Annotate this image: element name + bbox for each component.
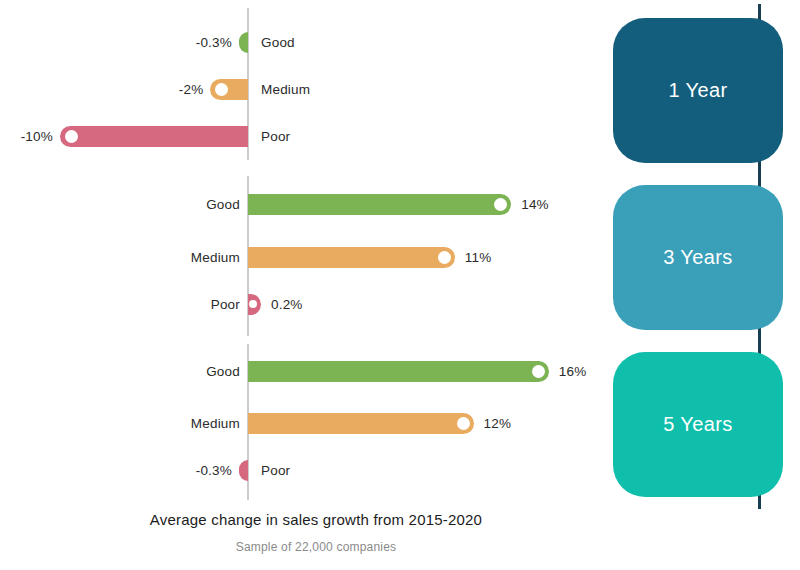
- bar-end-dot: [249, 300, 257, 308]
- group-panel-3-years: 3 Years: [613, 185, 783, 330]
- bar-poor: [248, 294, 261, 315]
- bar-end-dot: [65, 130, 78, 143]
- category-label-poor: Poor: [211, 294, 240, 315]
- value-label: -0.3%: [196, 32, 232, 53]
- value-label: 0.2%: [271, 294, 303, 315]
- group-panel-1-year: 1 Year: [613, 18, 783, 163]
- bar-poor: [239, 460, 248, 481]
- chart-title: Average change in sales growth from 2015…: [0, 511, 632, 528]
- chart-subtitle: Sample of 22,000 companies: [0, 540, 632, 554]
- bar-end-dot: [532, 365, 545, 378]
- category-label-medium: Medium: [191, 413, 240, 434]
- category-label-poor: Poor: [261, 126, 290, 147]
- value-label: 14%: [521, 194, 549, 215]
- bar-good: [248, 361, 549, 382]
- category-label-medium: Medium: [261, 79, 310, 100]
- group-panel-5-years: 5 Years: [613, 352, 783, 497]
- group-panel-label: 1 Year: [668, 79, 727, 102]
- category-label-medium: Medium: [191, 247, 240, 268]
- value-label: 16%: [559, 361, 587, 382]
- value-label: -0.3%: [196, 460, 232, 481]
- bar-end-dot: [215, 83, 228, 96]
- bar-medium: [210, 79, 248, 100]
- category-label-good: Good: [206, 194, 240, 215]
- bar-medium: [248, 247, 455, 268]
- value-label: -2%: [179, 79, 204, 100]
- value-label: 12%: [484, 413, 512, 434]
- bar-end-dot: [438, 251, 451, 264]
- bar-good: [239, 32, 248, 53]
- bar-good: [248, 194, 511, 215]
- group-panel-label: 3 Years: [663, 246, 733, 269]
- bar-end-dot: [457, 417, 470, 430]
- category-label-poor: Poor: [261, 460, 290, 481]
- bar-end-dot: [494, 198, 507, 211]
- bar-medium: [248, 413, 474, 434]
- value-label: 11%: [465, 247, 492, 268]
- bar-poor: [60, 126, 248, 147]
- value-label: -10%: [21, 126, 53, 147]
- category-label-good: Good: [206, 361, 240, 382]
- group-panel-label: 5 Years: [663, 413, 733, 436]
- sales-growth-infographic: Good -0.3% Medium -2% Poor -10% Good 14% Medium 1…: [0, 0, 800, 570]
- category-label-good: Good: [261, 32, 295, 53]
